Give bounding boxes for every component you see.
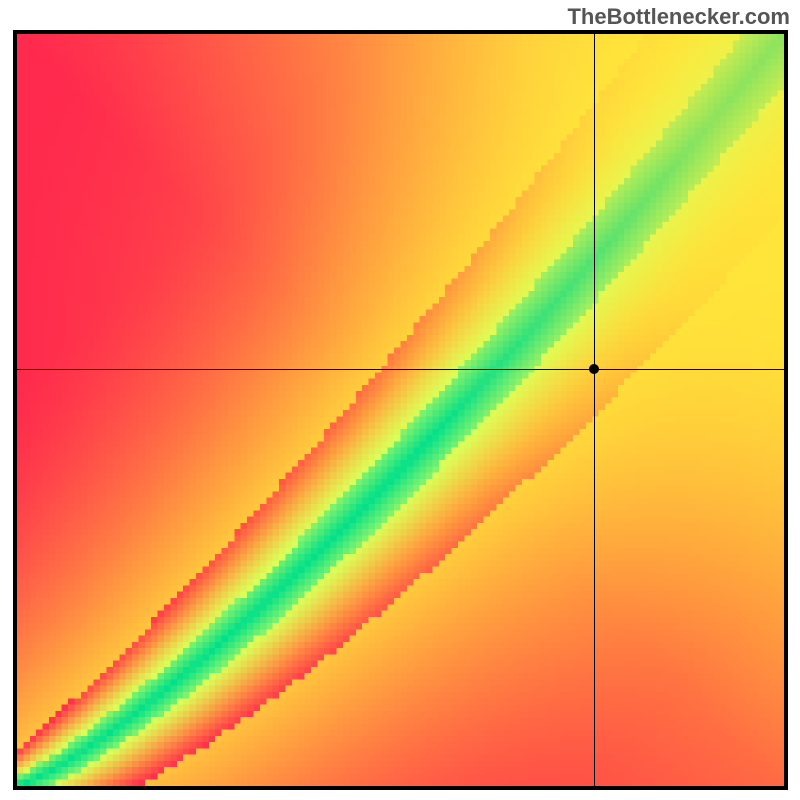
watermark-text: TheBottlenecker.com (567, 4, 790, 30)
crosshair-vertical (594, 34, 595, 786)
crosshair-marker (589, 364, 599, 374)
crosshair-horizontal (17, 369, 784, 370)
bottleneck-heatmap-chart: { "watermark": { "text": "TheBottlenecke… (0, 0, 800, 800)
heatmap-canvas (17, 34, 784, 786)
